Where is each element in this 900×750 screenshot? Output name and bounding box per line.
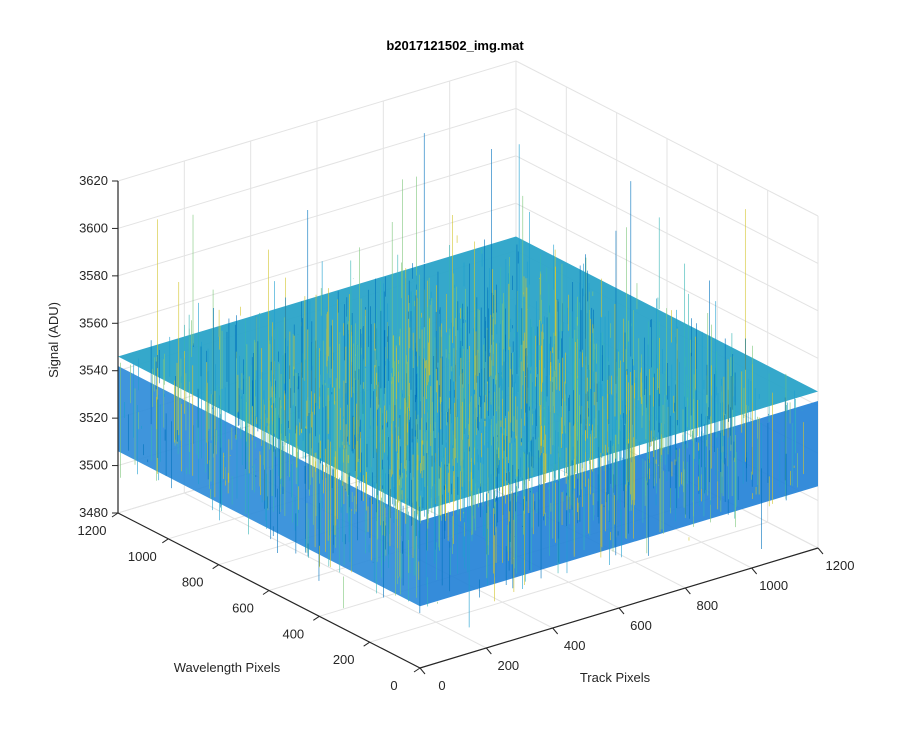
y-tick-mark <box>413 667 421 673</box>
floor-grid-line <box>369 521 768 643</box>
x-tick-label: 0 <box>438 678 445 693</box>
y-tick-label: 0 <box>390 678 397 693</box>
z-tick-label: 3500 <box>79 458 108 473</box>
z-tick-label: 3480 <box>79 505 108 520</box>
x-tick-mark <box>684 587 691 595</box>
y-tick-mark <box>313 615 320 621</box>
wall-grid-line <box>117 60 517 182</box>
wall-grid-line <box>515 60 819 217</box>
wall-grid-line <box>515 202 819 359</box>
y-tick-mark <box>262 590 270 595</box>
x-tick-label: 200 <box>497 658 519 673</box>
x-tick-mark <box>751 567 758 575</box>
x-tick-mark <box>552 627 559 635</box>
x-tick-label: 400 <box>564 638 586 653</box>
x-tick-mark <box>485 647 492 655</box>
z-tick-label: 3560 <box>79 315 108 330</box>
y-tick-label: 1000 <box>128 549 157 564</box>
x-tick-label: 800 <box>696 598 718 613</box>
y-tick-label: 400 <box>282 626 304 641</box>
x-tick-mark <box>618 607 625 615</box>
x-tick-mark <box>419 667 426 675</box>
y-tick-mark <box>111 512 119 518</box>
wall-grid-line <box>515 107 819 264</box>
z-tick-label: 3540 <box>79 363 108 378</box>
surface-left-face <box>118 366 420 607</box>
x-axis-label: Track Pixels <box>580 670 651 685</box>
z-tick-label: 3580 <box>79 268 108 283</box>
x-tick-label: 1200 <box>826 558 855 573</box>
y-tick-label: 800 <box>182 575 204 590</box>
y-tick-mark <box>162 538 169 544</box>
x-tick-label: 1000 <box>759 578 788 593</box>
y-tick-mark <box>363 641 370 647</box>
tick-labels: 0 200 400 600 800 1000 1200 0 200 400 600 800 1000 12… <box>78 173 855 693</box>
z-tick-label: 3620 <box>79 173 108 188</box>
surface-front-face <box>420 401 818 607</box>
z-tick-label: 3520 <box>79 410 108 425</box>
z-axis-label: Signal (ADU) <box>46 302 61 378</box>
wall-grid-line <box>117 107 517 229</box>
wall-grid-line <box>117 202 517 324</box>
y-tick-mark <box>212 564 219 570</box>
wall-grid-line <box>515 155 819 312</box>
y-tick-label: 1200 <box>78 523 107 538</box>
x-tick-mark <box>817 547 824 555</box>
y-axis-label: Wavelength Pixels <box>174 660 281 675</box>
z-tick-label: 3600 <box>79 220 108 235</box>
data-surface <box>118 133 818 628</box>
y-tick-label: 600 <box>232 601 254 616</box>
x-tick-label: 600 <box>630 618 652 633</box>
wall-grid-line <box>117 155 517 277</box>
chart-title: b2017121502_img.mat <box>386 38 524 53</box>
y-tick-label: 200 <box>333 652 355 667</box>
